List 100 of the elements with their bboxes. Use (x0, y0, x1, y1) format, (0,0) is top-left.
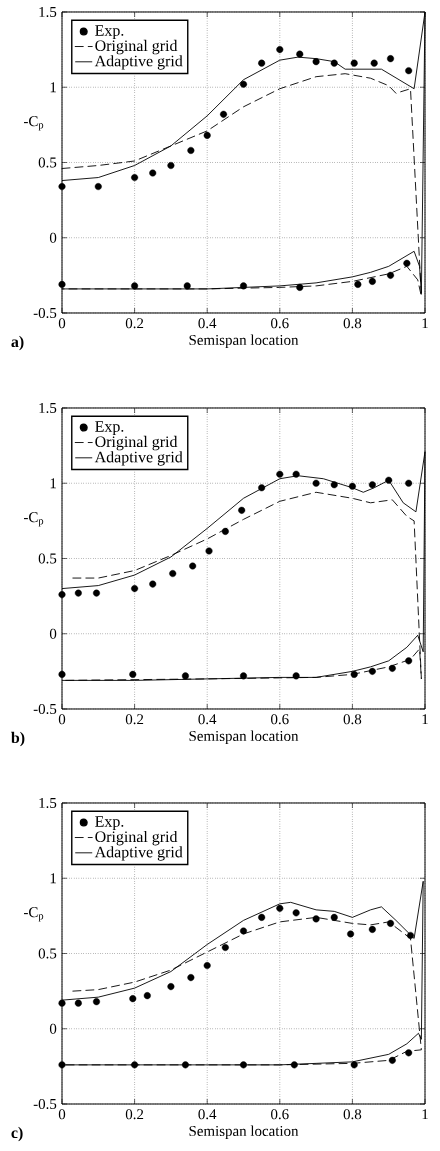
y-tick-label: 1.5 (39, 402, 57, 414)
point (167, 983, 175, 991)
x-tick-label: 0.2 (125, 318, 144, 329)
point (131, 585, 139, 593)
point (312, 58, 320, 66)
x-axis-title: Semispan location (189, 1125, 299, 1140)
text: c) (11, 1126, 23, 1142)
point (58, 670, 66, 678)
point (74, 999, 82, 1007)
y-tick-label: 0 (49, 1023, 57, 1034)
point (312, 915, 320, 923)
point (330, 481, 338, 489)
x-tick-label: 1 (422, 714, 428, 725)
point (370, 59, 378, 67)
point (385, 476, 393, 484)
point (220, 110, 228, 118)
point (221, 943, 229, 951)
x-tick-label: 0 (58, 1109, 66, 1120)
point (276, 470, 284, 478)
x-tick-label: 0.4 (198, 714, 217, 725)
x-tick-label: 1 (422, 318, 428, 329)
y-tick-label: 0 (49, 628, 57, 639)
legend-label: Exp. (95, 816, 124, 831)
x-tick-label: 0 (58, 714, 66, 725)
point (167, 162, 175, 169)
x-tick-label: 0.2 (125, 1109, 144, 1120)
y-axis-title: -C$_{p}$ (23, 907, 44, 922)
point (181, 672, 189, 680)
y-tick-label: -0.5 (33, 307, 57, 319)
point (290, 1061, 298, 1069)
point (296, 283, 304, 291)
point (406, 931, 414, 939)
point (330, 59, 338, 67)
point (368, 667, 376, 675)
legend-label: Original grid (95, 830, 178, 846)
point (129, 995, 137, 1003)
point (187, 974, 195, 982)
point (388, 1056, 396, 1064)
point (129, 670, 137, 678)
point (347, 930, 355, 938)
point (368, 481, 376, 489)
point (205, 547, 213, 555)
point (58, 591, 66, 599)
x-tick-label: 0.6 (271, 1109, 289, 1120)
point (258, 484, 266, 492)
x-tick-label: 0 (58, 318, 66, 329)
point (276, 904, 284, 912)
legend-label: Adaptive grid (94, 55, 183, 70)
point (183, 282, 191, 290)
point (405, 1049, 413, 1057)
y-tick-label: 1.5 (39, 797, 57, 809)
text: a) (11, 335, 24, 351)
y-tick-label: -0.5 (33, 1098, 57, 1110)
point (388, 664, 396, 672)
point (131, 1061, 139, 1069)
x-tick-label: 0.8 (343, 318, 362, 329)
point (405, 67, 413, 75)
point (292, 470, 300, 478)
x-tick-label: 0.4 (198, 1109, 217, 1120)
point (58, 280, 66, 288)
legend-label: Adaptive grid (94, 846, 183, 861)
point (240, 80, 247, 88)
legend-label: Exp. (95, 25, 124, 40)
point (169, 570, 177, 578)
point (258, 59, 266, 67)
y-axis-title: -C$_{p}$ (23, 116, 44, 131)
point (203, 962, 211, 970)
x-tick-label: 0.6 (271, 714, 289, 725)
point (405, 479, 413, 487)
point (58, 999, 66, 1007)
point (58, 1061, 66, 1069)
x-tick-label: 0.4 (198, 318, 217, 329)
legend-label: Adaptive grid (94, 451, 183, 466)
point (240, 672, 247, 680)
point (296, 50, 304, 58)
x-tick-label: 0.8 (343, 714, 362, 725)
point (405, 657, 413, 665)
point (350, 59, 358, 67)
legend-label: Exp. (95, 421, 124, 436)
y-tick-label: 0.5 (38, 948, 57, 959)
point (238, 506, 246, 514)
point (203, 131, 211, 139)
point (240, 1061, 247, 1069)
x-axis-title: Semispan location (189, 334, 299, 349)
point (92, 589, 100, 597)
point (58, 183, 66, 191)
legend-label: Original grid (95, 39, 178, 55)
point (149, 169, 157, 177)
y-tick-label: -0.5 (33, 703, 57, 715)
point (74, 589, 82, 597)
point (387, 919, 395, 927)
point (350, 670, 358, 678)
point (403, 259, 411, 267)
y-tick-label: 1.5 (39, 6, 57, 18)
y-tick-label: 0 (49, 232, 57, 243)
x-tick-label: 0.2 (125, 714, 144, 725)
x-axis-title: Semispan location (189, 730, 299, 745)
y-axis-title: -C$_{p}$ (23, 512, 44, 527)
point (292, 909, 300, 917)
point (387, 271, 395, 279)
